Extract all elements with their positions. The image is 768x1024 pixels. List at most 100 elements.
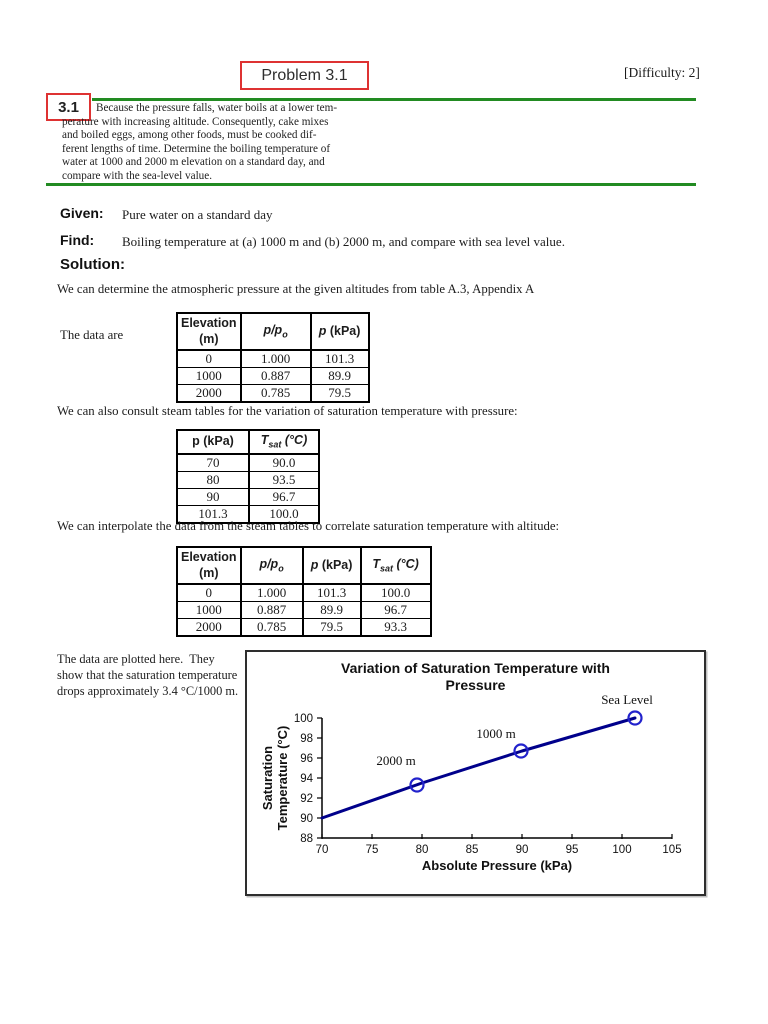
- find-label: Find:: [60, 232, 95, 248]
- table-cell: 1.000: [239, 349, 312, 369]
- table-header-cell: p/po: [239, 545, 304, 586]
- x-axis-tick-label: 85: [466, 844, 479, 856]
- y-axis-tick-label: 88: [300, 833, 313, 845]
- table-cell: 96.7: [248, 487, 320, 506]
- x-axis-tick-label: 100: [612, 844, 631, 856]
- paragraph-steam: We can also consult steam tables for the…: [57, 404, 518, 418]
- table-row: 101.3 100.0: [176, 504, 320, 524]
- table-row: 80 93.5: [176, 470, 320, 489]
- problem-number: 3.1: [58, 98, 79, 116]
- y-axis-tick-label: 94: [300, 773, 313, 785]
- data-table: p (kPa) Tsat (°C) 70 90.0 80 93.5 90 96.7 101.3 1…: [176, 429, 320, 524]
- table-header-cell: Tsat (°C): [359, 545, 432, 586]
- y-axis-label: Saturation Temperature (°C): [260, 725, 290, 831]
- table-cell: 0: [176, 583, 242, 603]
- table-cell: 0.785: [239, 384, 312, 403]
- table-cell: 100.0: [248, 504, 320, 524]
- table-cell: 100.0: [359, 583, 432, 603]
- data-table: Elevation (m) p/po p (kPa) 0 1.000 101.3 1000 0…: [176, 311, 370, 404]
- table-header-cell: p (kPa): [176, 429, 250, 455]
- table-cell: 0.887: [239, 601, 304, 620]
- x-axis-tick-label: 90: [516, 844, 529, 856]
- table-header-cell: Tsat (°C): [248, 429, 320, 455]
- chart-title: Variation of Saturation Temperature with…: [341, 660, 610, 693]
- data-point-marker: [627, 710, 643, 726]
- green-rule-bottom: [46, 183, 696, 186]
- y-axis-tick-label: 96: [300, 753, 313, 765]
- table-cell: 89.9: [301, 601, 362, 620]
- table-row: 70 90.0: [176, 453, 320, 472]
- table-row: 90 96.7: [176, 487, 320, 506]
- data-point-marker: [409, 777, 425, 793]
- table-cell: 79.5: [309, 384, 370, 403]
- table-row: 1000 0.887 89.9 96.7: [176, 601, 432, 620]
- table-header-cell: p (kPa): [301, 545, 362, 586]
- combined-data-table: Elevation (m) p/po p (kPa) Tsat (°C) 0 1.000 1…: [176, 545, 432, 638]
- table-header-row: Elevation (m) p/po p (kPa): [176, 311, 370, 352]
- solution-label: Solution:: [60, 256, 125, 273]
- table-cell: 0.785: [239, 618, 304, 637]
- table-cell: 1000: [176, 601, 242, 620]
- table-cell: 90: [176, 487, 250, 506]
- table-cell: 2000: [176, 618, 242, 637]
- data-point-marker: [513, 743, 529, 759]
- paragraph-atmospheric: We can determine the atmospheric pressur…: [57, 282, 535, 296]
- saturation-chart-svg: 70 75 80 85 90 95 100 105 88 90 92 94 96 98 100 2000 m 1…: [294, 692, 682, 856]
- atmospheric-pressure-table: Elevation (m) p/po p (kPa) 0 1.000 101.3 1000 0…: [176, 311, 370, 404]
- paragraph-interpolate: We can interpolate the data from the ste…: [57, 519, 560, 533]
- data-point-label: 2000 m: [376, 753, 415, 768]
- x-axis-tick-label: 95: [566, 844, 579, 856]
- table-cell: 79.5: [301, 618, 362, 637]
- table-cell: 0.887: [239, 367, 312, 386]
- plot-note: The data are plotted here. They show tha…: [57, 652, 239, 698]
- table-row: 1000 0.887 89.9: [176, 367, 370, 386]
- table-cell: 93.5: [248, 470, 320, 489]
- table-header-cell: p/po: [239, 311, 312, 352]
- table-header-cell: Elevation (m): [176, 311, 242, 352]
- data-point-label: 1000 m: [476, 726, 515, 741]
- table-caption: The data are: [60, 328, 124, 342]
- y-axis-tick-label: 100: [294, 713, 313, 725]
- table-cell: 101.3: [301, 583, 362, 603]
- table-cell: 89.9: [309, 367, 370, 386]
- steam-table: p (kPa) Tsat (°C) 70 90.0 80 93.5 90 96.7 101.3 1…: [176, 429, 320, 524]
- table-cell: 0: [176, 349, 242, 369]
- x-axis-tick-label: 80: [416, 844, 429, 856]
- chart-panel: 70 75 80 85 90 95 100 105 88 90 92 94 96 98 100 2000 m 1…: [245, 650, 706, 896]
- table-cell: 70: [176, 453, 250, 472]
- y-axis-tick-label: 98: [300, 733, 313, 745]
- table-row: 0 1.000 101.3: [176, 349, 370, 369]
- table-cell: 93.3: [359, 618, 432, 637]
- table-header-row: p (kPa) Tsat (°C): [176, 429, 320, 455]
- series-line: [320, 716, 637, 820]
- find-value: Boiling temperature at (a) 1000 m and (b…: [122, 234, 565, 249]
- table-cell: 1.000: [239, 583, 304, 603]
- x-axis-tick-label: 105: [662, 844, 681, 856]
- problem-title: Problem 3.1: [261, 66, 348, 84]
- x-axis-tick-label: 70: [316, 844, 329, 856]
- table-cell: 101.3: [176, 504, 250, 524]
- x-axis-tick-label: 75: [366, 844, 379, 856]
- table-row: 0 1.000 101.3 100.0: [176, 583, 432, 603]
- table-cell: 96.7: [359, 601, 432, 620]
- given-value: Pure water on a standard day: [122, 207, 273, 222]
- green-rule-top: [92, 98, 696, 101]
- table-header-cell: p (kPa): [309, 311, 370, 352]
- table-header-row: Elevation (m) p/po p (kPa) Tsat (°C): [176, 545, 432, 586]
- x-axis-label: Absolute Pressure (kPa): [421, 858, 573, 873]
- data-table: Elevation (m) p/po p (kPa) Tsat (°C) 0 1.000 1…: [176, 545, 432, 638]
- table-row: 2000 0.785 79.5: [176, 384, 370, 403]
- table-cell: 90.0: [248, 453, 320, 472]
- table-row: 2000 0.785 79.5 93.3: [176, 618, 432, 637]
- problem-title-box: Problem 3.1: [240, 61, 369, 90]
- y-axis-tick-label: 92: [300, 793, 313, 805]
- table-header-cell: Elevation (m): [176, 545, 242, 586]
- data-point-label: Sea Level: [601, 692, 653, 707]
- difficulty-label: [Difficulty: 2]: [624, 65, 700, 80]
- problem-statement: Because the pressure falls, water boils …: [62, 102, 338, 182]
- problem-number-box: 3.1: [46, 93, 91, 121]
- table-cell: 80: [176, 470, 250, 489]
- table-cell: 1000: [176, 367, 242, 386]
- y-axis-tick-label: 90: [300, 813, 313, 825]
